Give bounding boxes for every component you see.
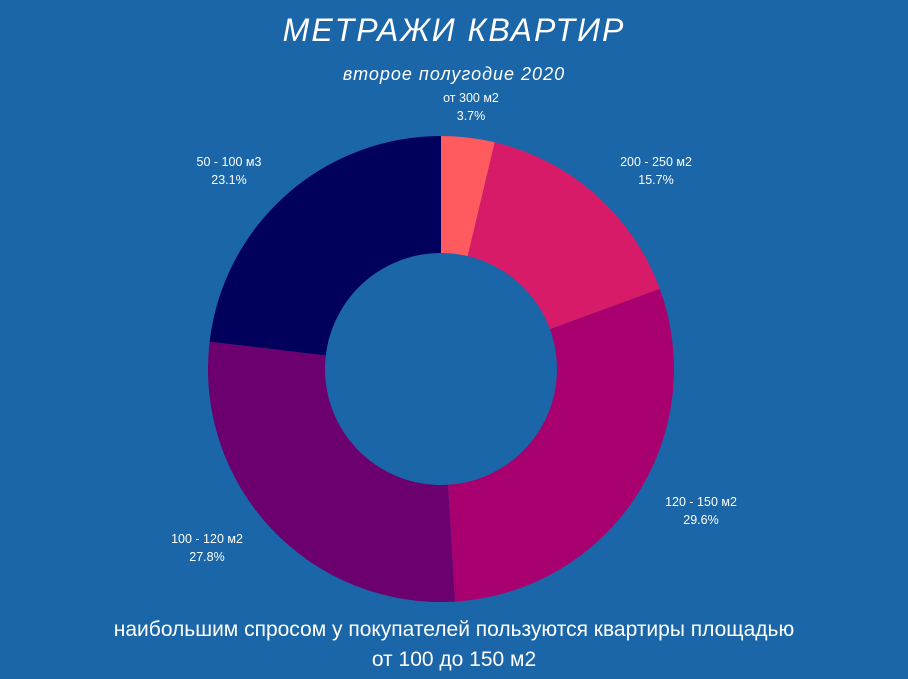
footer-note-line1: наибольшим спросом у покупателей пользую… [113, 618, 795, 641]
slice-5 [209, 136, 441, 356]
slice-3 [447, 288, 675, 602]
slice-name-label: 120 - 150 м2 [665, 495, 737, 509]
slice-value-label: 23.1% [211, 173, 246, 187]
slice-value-label: 29.6% [683, 513, 718, 527]
slice-1 [441, 136, 495, 257]
slice-name-label: 50 - 100 м3 [197, 155, 262, 169]
slice-name-label: от 300 м2 [443, 91, 499, 105]
footer-note-line2: от 100 до 150 м2 [371, 648, 537, 671]
slice-name-label: 200 - 250 м2 [620, 155, 692, 169]
slice-2 [467, 142, 660, 330]
chart-title: МЕТРАЖИ КВАРТИР [282, 12, 626, 48]
slice-value-label: 27.8% [189, 550, 224, 564]
slice-4 [207, 341, 455, 602]
slice-name-label: 100 - 120 м2 [171, 532, 243, 546]
slice-value-label: 15.7% [638, 173, 673, 187]
chart-subtitle: второе полугодие 2020 [342, 64, 566, 84]
slice-value-label: 3.7% [457, 109, 486, 123]
